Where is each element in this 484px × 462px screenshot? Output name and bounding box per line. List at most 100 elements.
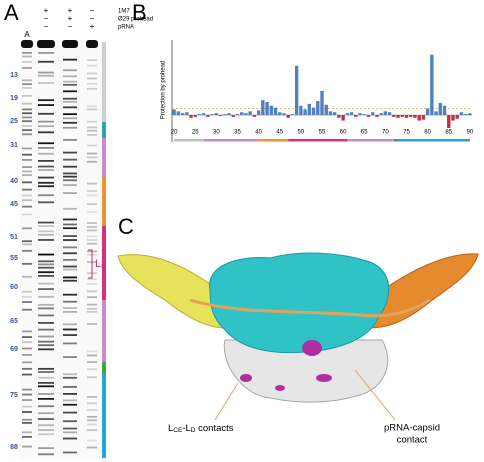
bar [409, 115, 413, 117]
gel-band [63, 356, 77, 358]
gel-band [22, 435, 32, 438]
position-label: 55 [10, 255, 18, 262]
gel-band [63, 75, 77, 78]
gel-band [22, 199, 32, 202]
gel-band [38, 397, 54, 400]
x-tick-label: 25 [192, 130, 199, 136]
gel-band [87, 203, 97, 206]
bar [248, 111, 252, 116]
gel-band [63, 334, 77, 336]
gel-band [22, 361, 32, 364]
gel-band [22, 129, 32, 132]
gel-band [87, 108, 97, 111]
label-sub: CE [173, 427, 183, 434]
gel-band [63, 293, 77, 296]
gel-band [38, 181, 54, 184]
gel-band [87, 368, 97, 371]
gel-band [38, 328, 54, 331]
gel-band [87, 303, 97, 306]
gel-band [38, 376, 54, 379]
condition-name: pRNA [118, 25, 134, 31]
gel-band [38, 230, 54, 233]
position-label: 19 [10, 95, 18, 102]
label-sub: D [191, 427, 196, 434]
position-label: 60 [10, 284, 18, 291]
bar [366, 115, 371, 117]
gel-band [38, 176, 54, 179]
gel-band [22, 108, 32, 111]
gel-band [22, 347, 32, 350]
bar [299, 105, 303, 116]
bar [265, 102, 269, 116]
bar [197, 114, 202, 116]
gel-band [87, 105, 97, 108]
bar [307, 103, 312, 116]
gel-band [63, 97, 77, 100]
contact-label: pRNA-capsid [384, 423, 440, 434]
bar [189, 115, 193, 118]
bar [210, 114, 214, 116]
gel-band [22, 174, 32, 176]
gel-band [63, 151, 77, 154]
gel-band [87, 72, 97, 75]
bar [227, 113, 231, 116]
bar [244, 113, 248, 116]
gel-band [38, 142, 54, 145]
gel-band [22, 147, 32, 150]
gel-band [38, 194, 54, 197]
loop-label-sub: E [101, 264, 106, 271]
panel-label: C [118, 214, 134, 239]
bar [354, 115, 358, 117]
gel-band [87, 278, 97, 281]
bar [218, 115, 223, 116]
position-label: 31 [10, 142, 18, 149]
bar [290, 114, 295, 116]
gel-band [22, 290, 32, 293]
bar [447, 115, 451, 129]
gel-band [22, 52, 32, 54]
gel-band [22, 411, 32, 413]
gel-band [38, 447, 54, 450]
gel-band [87, 350, 97, 353]
gel-band [63, 307, 77, 309]
gel-band [38, 344, 54, 347]
contact-label: contact [397, 435, 428, 446]
gel-band [63, 258, 77, 261]
gel-band [22, 308, 32, 311]
bar [421, 115, 426, 120]
loop-label: LE [95, 258, 106, 271]
gel [21, 40, 98, 456]
gel-band [63, 239, 77, 241]
gel-band [38, 314, 54, 317]
gel-band [22, 158, 32, 161]
gel-band [87, 283, 97, 285]
x-tick-label: 55 [319, 130, 326, 136]
gel-band [38, 412, 54, 415]
gel-band [63, 139, 77, 141]
condition-mark: + [90, 22, 95, 31]
gel-band [63, 276, 77, 279]
gel-band [22, 170, 32, 173]
structure-image [117, 252, 479, 421]
bar [413, 115, 417, 118]
gel-band [38, 307, 54, 310]
position-label: 75 [10, 392, 18, 399]
gel-band [63, 126, 77, 129]
gel-band [87, 429, 97, 431]
gel-band [22, 102, 32, 105]
condition-mark: − [68, 22, 73, 31]
gel-band [22, 336, 32, 338]
gel-band [22, 353, 32, 356]
gel-band [87, 64, 97, 67]
gel-band [38, 147, 54, 149]
gel-band [63, 420, 77, 423]
gel-band [22, 55, 32, 58]
label-part: contacts [195, 423, 233, 434]
gel-band [63, 411, 77, 414]
position-label: 69 [10, 346, 18, 353]
x-tick-label: 20 [171, 130, 178, 136]
gel-band [87, 160, 97, 163]
bar [371, 112, 375, 116]
gel-band [63, 117, 77, 120]
gel-band [38, 60, 54, 63]
